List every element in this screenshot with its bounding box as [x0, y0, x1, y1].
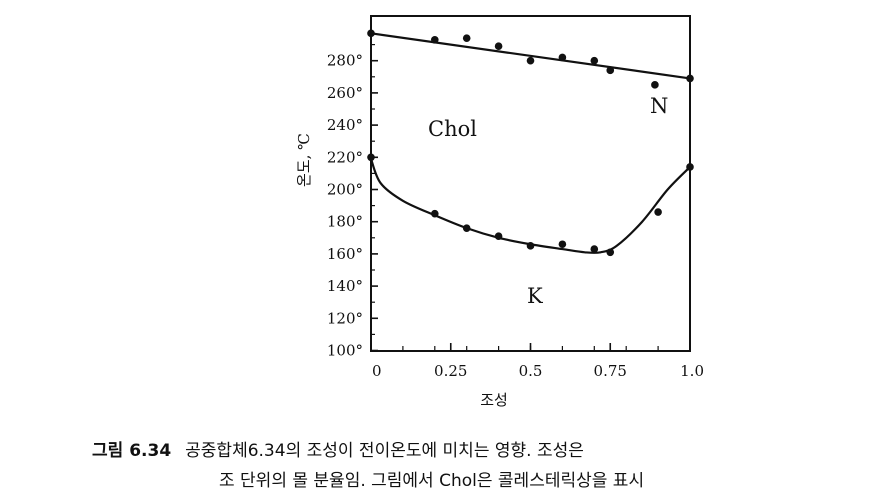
figure-caption-line-2: 조 단위의 몰 분율임. 그림에서 Chol은 콜레스테릭상을 표시	[219, 471, 645, 491]
y-tick-label: 140°	[327, 277, 363, 295]
y-tick-label: 100°	[327, 342, 363, 360]
region-label-chol: Chol	[428, 117, 477, 141]
isotropic-transition-point	[558, 53, 567, 62]
data-points	[367, 29, 694, 257]
isotropic-transition-point	[651, 81, 659, 89]
isotropic-transition-point	[462, 34, 471, 42]
region-label-k: K	[527, 284, 543, 308]
x-tick-label: 1.0	[680, 362, 704, 380]
y-tick-label: 220°	[327, 148, 363, 166]
figure-caption-text-1: 공중합체6.34의 조성이 전이온도에 미치는 영향. 조성은	[185, 441, 584, 461]
melting-transition-point	[606, 248, 615, 257]
figure-caption-line-1: 그림 6.34 공중합체6.34의 조성이 전이온도에 미치는 영향. 조성은	[92, 436, 584, 461]
y-axis-label: 온도, ℃	[295, 133, 313, 187]
melting-transition-point	[431, 209, 439, 218]
axis-ticks: 100° 120° 140° 160° 180° 200° 220° 240° 260° 280°…	[327, 43, 704, 380]
y-tick-label: 260°	[327, 84, 363, 102]
region-label-n: N	[650, 94, 668, 118]
isotropic-transition-point	[590, 56, 599, 65]
melting-transition-point	[526, 242, 535, 250]
y-tick-label: 180°	[327, 213, 363, 231]
isotropic-transition-point	[494, 42, 503, 51]
isotropic-transition-curve	[370, 32, 691, 80]
isotropic-transition-point	[367, 29, 375, 38]
y-tick-label: 280°	[327, 52, 363, 70]
y-tick-label: 200°	[327, 181, 363, 199]
phase-diagram-chart: 100° 120° 140° 160° 180° 200° 220° 240° 260° 280°…	[295, 15, 704, 409]
x-tick-label: 0.75	[594, 362, 627, 380]
y-tick-label: 120°	[327, 309, 363, 327]
isotropic-transition-point	[526, 56, 535, 65]
melting-transition-point	[654, 208, 662, 216]
melting-transition-point	[590, 245, 599, 253]
x-axis-label: 조성	[480, 391, 508, 409]
y-tick-label: 240°	[327, 116, 363, 134]
y-tick-label: 160°	[327, 245, 363, 263]
melting-transition-curve	[369, 158, 691, 255]
melting-transition-point	[558, 240, 567, 249]
isotropic-transition-point	[431, 35, 439, 44]
melting-transition-point	[367, 153, 375, 162]
melting-transition-point	[686, 163, 694, 171]
x-tick-label: 0.5	[519, 362, 543, 380]
x-tick-label: 0.25	[434, 362, 467, 380]
phase-curves	[369, 32, 691, 255]
melting-transition-point	[494, 232, 503, 240]
melting-transition-point	[462, 224, 471, 232]
isotropic-transition-point	[606, 66, 615, 75]
isotropic-transition-point	[686, 74, 694, 83]
x-tick-label: 0	[372, 362, 382, 380]
figure-caption-label: 그림 6.34	[92, 441, 172, 461]
